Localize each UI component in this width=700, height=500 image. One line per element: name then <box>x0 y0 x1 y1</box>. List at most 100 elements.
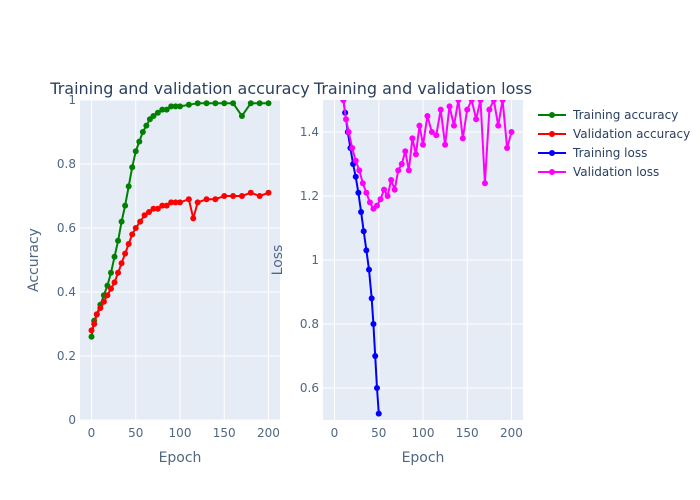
accuracy-grid <box>80 99 280 421</box>
validation-loss-point <box>349 145 356 151</box>
legend-swatch-marker <box>549 150 555 156</box>
accuracy-y-tick-label: 0 <box>68 413 76 427</box>
validation-loss-point <box>359 180 366 187</box>
validation-accuracy-point <box>177 199 183 206</box>
validation-accuracy-point <box>238 193 245 199</box>
training-loss-point <box>363 247 370 254</box>
training-accuracy-point <box>115 237 122 244</box>
validation-loss-point <box>428 129 435 135</box>
loss-x-tick-label: 200 <box>500 426 523 440</box>
training-accuracy-point <box>230 100 237 107</box>
validation-accuracy-point <box>111 279 118 286</box>
loss-y-tick-label: 1 <box>311 253 319 267</box>
validation-loss-point <box>409 135 416 142</box>
training-accuracy-point <box>154 109 161 116</box>
validation-accuracy-point <box>146 209 153 215</box>
validation-accuracy-point <box>168 199 175 206</box>
training-accuracy-point <box>118 218 125 225</box>
validation-loss-series <box>340 100 515 212</box>
training-accuracy-point <box>177 103 183 110</box>
validation-loss-point <box>391 186 398 193</box>
accuracy-x-tick-label: 150 <box>213 426 236 440</box>
training-accuracy-point <box>212 100 219 107</box>
validation-accuracy-point <box>129 231 136 238</box>
legend-swatch-marker <box>549 112 555 118</box>
validation-accuracy-point <box>203 196 210 203</box>
accuracy-y-tick-label: 0.4 <box>57 285 76 299</box>
validation-loss-point <box>455 100 462 103</box>
legend-item-training-loss[interactable]: Training loss <box>538 146 647 160</box>
validation-loss-point <box>446 103 453 110</box>
accuracy-x-tick-label: 50 <box>128 426 143 440</box>
validation-loss-point <box>481 180 488 187</box>
training-accuracy-point <box>203 100 210 107</box>
validation-loss-point <box>345 129 352 135</box>
validation-accuracy-point <box>212 196 219 203</box>
validation-accuracy-point <box>100 298 107 305</box>
validation-accuracy-point <box>185 196 192 203</box>
accuracy-chart-title: Training and validation accuracy <box>49 79 309 98</box>
accuracy-x-tick-label: 0 <box>88 426 96 440</box>
training-accuracy-point <box>143 122 150 129</box>
loss-x-axis-title: Epoch <box>402 450 445 466</box>
legend-item-validation-accuracy[interactable]: Validation accuracy <box>538 127 690 141</box>
validation-loss-point <box>377 196 384 203</box>
accuracy-y-tick-label: 1 <box>68 93 76 107</box>
validation-loss-point <box>398 161 405 167</box>
validation-loss-point <box>356 167 363 174</box>
accuracy-x-tick-label: 200 <box>257 426 280 440</box>
validation-loss-point <box>416 122 423 129</box>
training-loss-point <box>358 209 365 215</box>
validation-accuracy-point <box>150 205 157 212</box>
loss-y-tick-label: 0.6 <box>300 381 319 395</box>
training-accuracy-point <box>139 129 146 135</box>
validation-accuracy-point <box>115 269 122 276</box>
loss-y-tick-label: 1.2 <box>300 189 319 203</box>
training-accuracy-point <box>194 100 201 107</box>
training-accuracy-point <box>247 100 254 107</box>
training-loss-point <box>368 295 375 302</box>
loss-x-tick-label: 100 <box>412 426 435 440</box>
validation-loss-point <box>468 100 475 103</box>
validation-accuracy-point <box>163 202 170 209</box>
validation-loss-point <box>352 157 359 164</box>
legend-swatch-marker <box>549 131 555 137</box>
legend-item-label: Validation accuracy <box>573 127 690 141</box>
training-loss-point <box>375 410 382 417</box>
training-accuracy-point <box>129 164 136 171</box>
validation-loss-point <box>473 116 480 123</box>
training-accuracy-point <box>88 333 95 340</box>
training-accuracy-point <box>256 100 263 107</box>
validation-loss-point <box>459 135 466 142</box>
training-accuracy-point <box>136 138 143 145</box>
validation-loss-point <box>464 106 471 113</box>
validation-loss-point <box>450 122 457 129</box>
legend[interactable]: Training accuracy Validation accuracy Trai… <box>538 108 690 179</box>
validation-accuracy-point <box>265 189 272 196</box>
training-accuracy-point <box>163 106 170 113</box>
validation-accuracy-point <box>125 241 132 247</box>
validation-accuracy-point <box>132 225 139 231</box>
legend-item-validation-loss[interactable]: Validation loss <box>538 165 659 179</box>
legend-item-training-accuracy[interactable]: Training accuracy <box>538 108 678 122</box>
validation-loss-point <box>340 100 347 103</box>
legend-item-label: Training loss <box>572 146 647 160</box>
validation-accuracy-point <box>221 193 228 199</box>
loss-series-layer <box>340 100 515 417</box>
loss-y-axis-title: Loss <box>270 245 286 276</box>
validation-loss-point <box>412 151 419 158</box>
accuracy-x-axis-title: Epoch <box>159 450 202 466</box>
validation-accuracy-point <box>247 189 254 196</box>
training-accuracy-point <box>221 100 228 107</box>
legend-item-label: Training accuracy <box>572 108 678 122</box>
validation-loss-point <box>366 199 373 206</box>
validation-accuracy-point <box>141 212 148 219</box>
validation-accuracy-point <box>122 250 129 257</box>
accuracy-y-tick-label: 0.2 <box>57 349 76 363</box>
validation-accuracy-point <box>154 205 161 212</box>
validation-loss-point <box>490 100 497 103</box>
validation-accuracy-point <box>230 193 237 199</box>
training-loss-point <box>373 385 380 391</box>
validation-accuracy-point <box>137 218 144 225</box>
validation-accuracy-point <box>97 305 104 311</box>
